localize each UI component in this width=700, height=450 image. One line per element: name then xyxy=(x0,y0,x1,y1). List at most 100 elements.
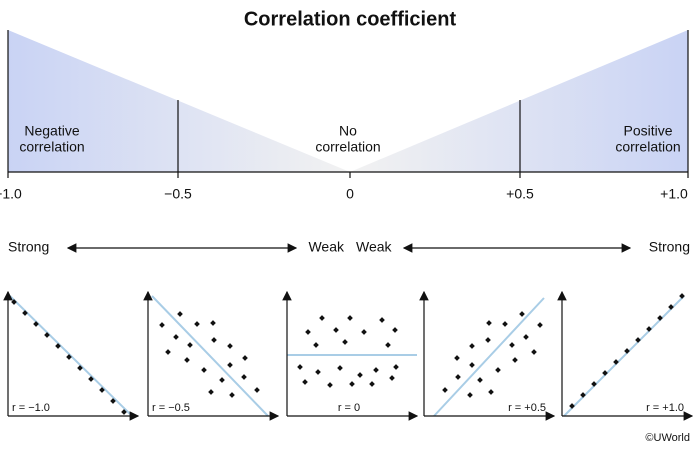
dot xyxy=(210,320,216,326)
dot xyxy=(66,354,72,360)
dot xyxy=(201,367,207,373)
dot xyxy=(22,310,28,316)
dot xyxy=(495,367,501,373)
dot xyxy=(369,381,375,387)
dot xyxy=(531,349,537,355)
dot xyxy=(602,370,608,376)
dot xyxy=(454,355,460,361)
dot xyxy=(469,343,475,349)
credit: ©UWorld xyxy=(645,432,690,444)
strength-label: Weak xyxy=(356,239,393,255)
dot xyxy=(297,364,303,370)
dot xyxy=(227,362,233,368)
dot xyxy=(635,337,641,343)
dot xyxy=(657,315,663,321)
title: Correlation coefficient xyxy=(244,8,457,30)
dot xyxy=(467,392,473,398)
dot xyxy=(219,377,225,383)
panel-label: r = +1.0 xyxy=(646,402,684,414)
dot xyxy=(77,365,83,371)
dot xyxy=(242,355,248,361)
dot xyxy=(319,315,325,321)
dot xyxy=(121,409,127,415)
dot xyxy=(347,315,353,321)
dot xyxy=(342,339,348,345)
dot xyxy=(646,326,652,332)
dot xyxy=(385,342,391,348)
dot xyxy=(254,387,260,393)
dot xyxy=(519,311,525,317)
dot xyxy=(580,392,586,398)
dot xyxy=(477,377,483,383)
dot xyxy=(159,322,165,328)
dot xyxy=(110,398,116,404)
trend-line xyxy=(151,295,269,417)
dot xyxy=(173,334,179,340)
dot xyxy=(327,382,333,388)
dot xyxy=(229,392,235,398)
strength-label: Strong xyxy=(649,239,690,255)
tick-label: −1.0 xyxy=(0,186,22,202)
dot xyxy=(88,376,94,382)
tick-label: −0.5 xyxy=(164,186,192,202)
dot xyxy=(389,375,395,381)
dot xyxy=(99,387,105,393)
dot xyxy=(194,321,200,327)
region-label: Negative xyxy=(24,123,79,139)
dot xyxy=(392,327,398,333)
dot xyxy=(379,317,385,323)
dot xyxy=(227,343,233,349)
scale-lines xyxy=(7,30,689,253)
region-label: Positive xyxy=(623,123,672,139)
dot xyxy=(165,349,171,355)
dot xyxy=(177,311,183,317)
negative-wedge xyxy=(8,30,350,172)
trend-line xyxy=(563,295,685,417)
dot xyxy=(357,372,363,378)
dot xyxy=(333,327,339,333)
dot xyxy=(184,357,190,363)
dot xyxy=(512,357,518,363)
dot xyxy=(11,299,17,305)
region-label: No xyxy=(339,123,357,139)
dot xyxy=(679,293,685,299)
panel-label: r = −0.5 xyxy=(152,402,190,414)
panel-label: r = −1.0 xyxy=(12,402,50,414)
strength-label: Strong xyxy=(8,239,49,255)
tick-label: +0.5 xyxy=(506,186,534,202)
region-label: correlation xyxy=(315,139,380,155)
dot xyxy=(302,379,308,385)
dot xyxy=(455,374,461,380)
region-label: correlation xyxy=(19,139,84,155)
dot xyxy=(486,320,492,326)
dot xyxy=(337,365,343,371)
dot xyxy=(393,364,399,370)
dot xyxy=(211,337,217,343)
region-label: correlation xyxy=(615,139,680,155)
dot xyxy=(33,321,39,327)
dot xyxy=(569,403,575,409)
dot xyxy=(509,342,515,348)
dot xyxy=(537,322,543,328)
dot xyxy=(668,304,674,310)
dot xyxy=(361,329,367,335)
dot xyxy=(315,369,321,375)
panel-label: r = 0 xyxy=(338,402,360,414)
tick-label: +1.0 xyxy=(660,186,688,202)
dot xyxy=(469,362,475,368)
dot xyxy=(187,342,193,348)
dot xyxy=(442,387,448,393)
dot xyxy=(208,389,214,395)
dot xyxy=(502,321,508,327)
trend-line xyxy=(433,297,545,417)
dot xyxy=(624,348,630,354)
dot xyxy=(241,374,247,380)
dot xyxy=(488,389,494,395)
positive-wedge xyxy=(350,30,688,172)
dot xyxy=(313,342,319,348)
dot xyxy=(349,381,355,387)
tick-label: 0 xyxy=(346,186,354,202)
trend-line xyxy=(9,295,131,415)
